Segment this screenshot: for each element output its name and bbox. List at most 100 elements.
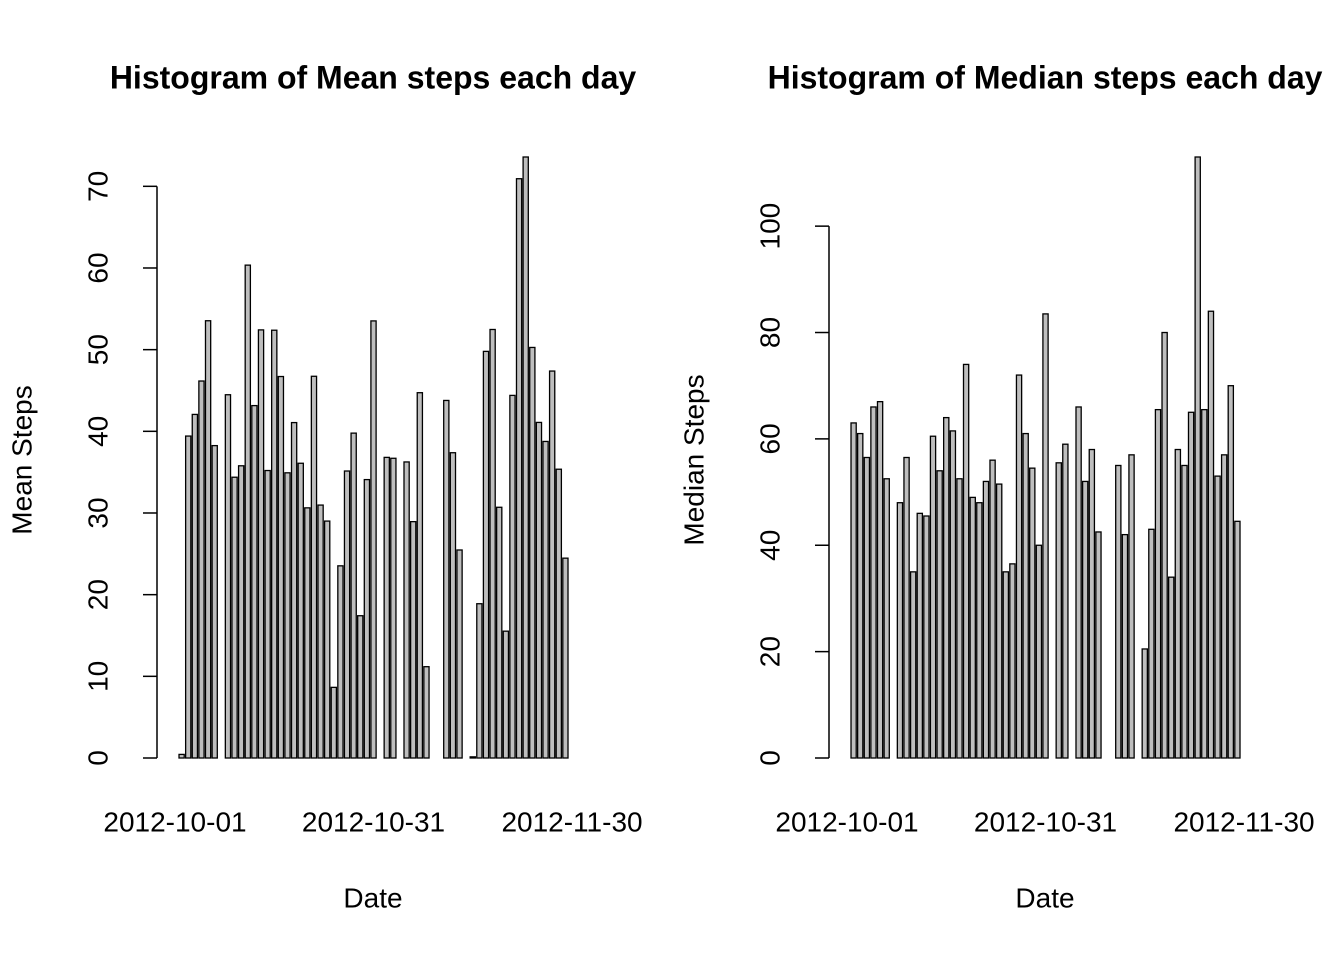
bar <box>929 435 937 759</box>
bar <box>403 461 410 759</box>
bar <box>343 470 351 759</box>
bar <box>244 264 252 759</box>
bar <box>903 456 910 759</box>
bar <box>1187 411 1195 759</box>
y-tick-label: 0 <box>754 750 785 766</box>
y-axis-label: Median Steps <box>678 374 709 545</box>
bar <box>976 502 983 759</box>
bar <box>489 328 496 759</box>
bar <box>330 686 338 759</box>
bar <box>1115 464 1122 759</box>
bar <box>370 320 377 759</box>
bar <box>304 507 311 759</box>
bar <box>1154 408 1162 759</box>
bar <box>409 521 417 759</box>
bar <box>1181 464 1188 759</box>
bar <box>529 346 536 759</box>
y-tick-label: 40 <box>754 530 785 561</box>
bar <box>198 380 205 759</box>
bar <box>969 496 976 759</box>
bar <box>1062 443 1069 759</box>
bar <box>1201 408 1208 759</box>
y-tick-label: 20 <box>82 579 113 610</box>
bar <box>310 375 318 759</box>
x-tick-label: 2012-10-31 <box>974 806 1117 837</box>
bar <box>390 457 397 759</box>
y-tick-label: 50 <box>82 334 113 365</box>
bar <box>211 444 218 759</box>
bar <box>271 329 278 759</box>
bar <box>1035 544 1043 759</box>
bar <box>1207 310 1215 759</box>
bar <box>949 430 957 759</box>
bar <box>251 404 258 759</box>
bar <box>416 392 424 759</box>
bar <box>1148 528 1155 759</box>
bar <box>297 462 304 759</box>
bar <box>1174 448 1182 759</box>
y-tick-label: 100 <box>754 203 785 250</box>
panel: Histogram of Median steps each day Date Me… <box>678 59 1322 913</box>
bar <box>1042 313 1049 759</box>
bar <box>191 413 199 759</box>
panel: Histogram of Mean steps each day Date Mean… <box>6 59 642 913</box>
bar <box>476 603 483 759</box>
bar <box>542 440 549 759</box>
bar <box>943 416 950 759</box>
bar <box>1220 454 1228 759</box>
bar <box>449 452 457 759</box>
bar <box>535 421 543 759</box>
bar <box>522 156 529 759</box>
y-tick-label: 60 <box>754 423 785 454</box>
bar <box>323 520 331 759</box>
x-tick-label: 2012-10-01 <box>103 806 246 837</box>
bar <box>184 435 192 759</box>
bar <box>456 549 463 759</box>
bar <box>363 478 371 759</box>
bar <box>1141 648 1149 759</box>
bar <box>1128 454 1135 759</box>
bar <box>350 432 357 759</box>
x-tick-label: 2012-11-30 <box>501 806 642 837</box>
bar <box>1081 480 1089 759</box>
bar <box>1088 448 1096 759</box>
bar <box>178 753 185 759</box>
bar <box>1029 467 1036 759</box>
bar <box>870 406 877 759</box>
bar <box>883 478 890 759</box>
y-tick-label: 80 <box>754 317 785 348</box>
bar <box>1075 406 1082 759</box>
bar <box>923 515 930 759</box>
x-axis-label: Date <box>1015 882 1074 913</box>
bar <box>204 320 212 759</box>
bar <box>237 465 245 759</box>
bar <box>936 470 943 759</box>
x-tick-label: 2012-11-30 <box>1173 806 1314 837</box>
bar <box>224 394 232 759</box>
bar <box>1055 462 1062 759</box>
bar <box>495 506 503 759</box>
bar <box>284 472 291 759</box>
bar <box>1095 531 1102 759</box>
y-tick-label: 60 <box>82 252 113 283</box>
bar <box>1167 576 1175 759</box>
x-tick-label: 2012-10-01 <box>775 806 918 837</box>
bar <box>876 401 884 759</box>
chart-title: Histogram of Mean steps each day <box>110 59 637 95</box>
bar <box>982 480 990 759</box>
bar <box>850 422 857 759</box>
bar <box>1234 520 1241 759</box>
bar <box>555 468 563 759</box>
bar <box>1121 533 1129 759</box>
chart-title: Histogram of Median steps each day <box>768 59 1323 95</box>
bar <box>562 557 569 759</box>
bar <box>916 512 924 759</box>
bar <box>1022 432 1029 759</box>
bar <box>515 178 523 759</box>
bar <box>482 350 490 759</box>
bar <box>357 615 364 759</box>
bar <box>1214 475 1221 759</box>
bar <box>909 571 917 759</box>
bar <box>277 375 285 759</box>
